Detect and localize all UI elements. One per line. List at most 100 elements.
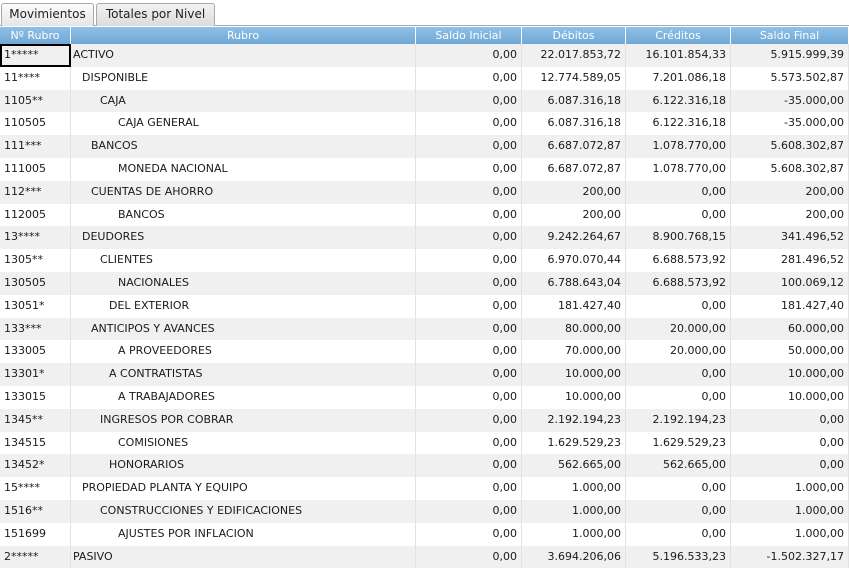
saldo-inicial-cell[interactable]: 0,00 <box>416 340 522 364</box>
table-row[interactable]: 111005 MONEDA NACIONAL 0,00 6.687.072,87 1.0… <box>0 157 849 181</box>
saldo-final-cell[interactable]: 50.000,00 <box>731 340 849 364</box>
debitos-cell[interactable]: 80.000,00 <box>522 317 626 341</box>
rubro-name-cell[interactable]: PROPIEDAD PLANTA Y EQUIPO <box>71 477 416 500</box>
tab-movimientos[interactable]: Movimientos <box>1 3 94 26</box>
debitos-cell[interactable]: 200,00 <box>522 203 626 227</box>
table-row[interactable]: 13452* HONORARIOS 0,00 562.665,00 562.665,00… <box>0 454 849 478</box>
rubro-code-cell[interactable]: 2***** <box>0 545 71 569</box>
rubro-code-cell[interactable]: 13051* <box>0 294 71 318</box>
debitos-cell[interactable]: 1.000,00 <box>522 499 626 523</box>
creditos-cell[interactable]: 0,00 <box>626 294 731 318</box>
creditos-cell[interactable]: 7.201.086,18 <box>626 66 731 90</box>
saldo-inicial-cell[interactable]: 0,00 <box>416 408 522 432</box>
debitos-cell[interactable]: 10.000,00 <box>522 385 626 409</box>
saldo-inicial-cell[interactable]: 0,00 <box>416 249 522 272</box>
column-header-creditos[interactable]: Créditos <box>626 27 731 44</box>
table-row[interactable]: 133*** ANTICIPOS Y AVANCES 0,00 80.000,00 20… <box>0 317 849 341</box>
debitos-cell[interactable]: 12.774.589,05 <box>522 66 626 90</box>
creditos-cell[interactable]: 1.078.770,00 <box>626 157 731 181</box>
column-header-rubro[interactable]: Rubro <box>71 27 416 44</box>
rubro-name-cell[interactable]: A PROVEEDORES <box>71 340 416 364</box>
table-row[interactable]: 134515 COMISIONES 0,00 1.629.529,23 1.629.52… <box>0 431 849 455</box>
table-row[interactable]: 112005 BANCOS 0,00 200,00 0,00 200,00 <box>0 203 849 227</box>
rubro-name-cell[interactable]: HONORARIOS <box>71 454 416 478</box>
rubro-name-cell[interactable]: NACIONALES <box>71 271 416 295</box>
rubro-code-cell[interactable]: 151699 <box>0 522 71 546</box>
saldo-final-cell[interactable]: 10.000,00 <box>731 363 849 386</box>
creditos-cell[interactable]: 1.078.770,00 <box>626 135 731 158</box>
table-row[interactable]: 111*** BANCOS 0,00 6.687.072,87 1.078.770,00… <box>0 135 849 158</box>
saldo-inicial-cell[interactable]: 0,00 <box>416 522 522 546</box>
table-row[interactable]: 13301* A CONTRATISTAS 0,00 10.000,00 0,00 10.… <box>0 363 849 386</box>
creditos-cell[interactable]: 20.000,00 <box>626 317 731 341</box>
saldo-inicial-cell[interactable]: 0,00 <box>416 180 522 204</box>
creditos-cell[interactable]: 20.000,00 <box>626 340 731 364</box>
table-row[interactable]: 151699 AJUSTES POR INFLACION 0,00 1.000,00 0… <box>0 522 849 546</box>
creditos-cell[interactable]: 0,00 <box>626 522 731 546</box>
saldo-final-cell[interactable]: -35.000,00 <box>731 112 849 136</box>
column-header-numero-rubro[interactable]: Nº Rubro <box>0 27 71 44</box>
debitos-cell[interactable]: 200,00 <box>522 180 626 204</box>
table-row[interactable]: 130505 NACIONALES 0,00 6.788.643,04 6.688.57… <box>0 271 849 295</box>
saldo-final-cell[interactable]: 1.000,00 <box>731 522 849 546</box>
rubro-name-cell[interactable]: BANCOS <box>71 203 416 227</box>
debitos-cell[interactable]: 6.087.316,18 <box>522 89 626 113</box>
table-row[interactable]: 1***** ACTIVO 0,00 22.017.853,72 16.101.854,… <box>0 44 849 67</box>
table-row[interactable]: 133015 A TRABAJADORES 0,00 10.000,00 0,00 10.… <box>0 385 849 409</box>
creditos-cell[interactable]: 562.665,00 <box>626 454 731 478</box>
creditos-cell[interactable]: 0,00 <box>626 477 731 500</box>
creditos-cell[interactable]: 2.192.194,23 <box>626 408 731 432</box>
rubro-code-cell[interactable]: 133015 <box>0 385 71 409</box>
table-row[interactable]: 133005 A PROVEEDORES 0,00 70.000,00 20.000,0… <box>0 340 849 364</box>
saldo-final-cell[interactable]: 200,00 <box>731 203 849 227</box>
debitos-cell[interactable]: 3.694.206,06 <box>522 545 626 569</box>
saldo-inicial-cell[interactable]: 0,00 <box>416 89 522 113</box>
saldo-final-cell[interactable]: 5.915.999,39 <box>731 44 849 67</box>
saldo-inicial-cell[interactable]: 0,00 <box>416 112 522 136</box>
creditos-cell[interactable]: 16.101.854,33 <box>626 44 731 67</box>
rubro-name-cell[interactable]: A CONTRATISTAS <box>71 363 416 386</box>
table-row[interactable]: 13**** DEUDORES 0,00 9.242.264,67 8.900.768,… <box>0 226 849 250</box>
rubro-name-cell[interactable]: CONSTRUCCIONES Y EDIFICACIONES <box>71 499 416 523</box>
rubro-code-cell[interactable]: 13**** <box>0 226 71 250</box>
rubro-code-cell[interactable]: 1345** <box>0 408 71 432</box>
saldo-inicial-cell[interactable]: 0,00 <box>416 477 522 500</box>
saldo-inicial-cell[interactable]: 0,00 <box>416 363 522 386</box>
rubro-name-cell[interactable]: ACTIVO <box>71 44 416 67</box>
rubro-code-cell[interactable]: 11**** <box>0 66 71 90</box>
rubro-code-cell[interactable]: 13452* <box>0 454 71 478</box>
table-row[interactable]: 112*** CUENTAS DE AHORRO 0,00 200,00 0,00 200… <box>0 180 849 204</box>
rubro-code-cell[interactable]: 133*** <box>0 317 71 341</box>
saldo-inicial-cell[interactable]: 0,00 <box>416 66 522 90</box>
rubro-name-cell[interactable]: COMISIONES <box>71 431 416 455</box>
saldo-inicial-cell[interactable]: 0,00 <box>416 454 522 478</box>
saldo-final-cell[interactable]: 1.000,00 <box>731 499 849 523</box>
creditos-cell[interactable]: 6.688.573,92 <box>626 271 731 295</box>
table-row[interactable]: 13051* DEL EXTERIOR 0,00 181.427,40 0,00 181.… <box>0 294 849 318</box>
saldo-final-cell[interactable]: -1.502.327,17 <box>731 545 849 569</box>
rubro-code-cell[interactable]: 1105** <box>0 89 71 113</box>
rubro-code-cell[interactable]: 130505 <box>0 271 71 295</box>
saldo-inicial-cell[interactable]: 0,00 <box>416 499 522 523</box>
rubro-code-cell[interactable]: 111005 <box>0 157 71 181</box>
rubro-code-cell[interactable]: 110505 <box>0 112 71 136</box>
debitos-cell[interactable]: 2.192.194,23 <box>522 408 626 432</box>
creditos-cell[interactable]: 0,00 <box>626 203 731 227</box>
saldo-final-cell[interactable]: 5.573.502,87 <box>731 66 849 90</box>
saldo-inicial-cell[interactable]: 0,00 <box>416 385 522 409</box>
saldo-inicial-cell[interactable]: 0,00 <box>416 226 522 250</box>
creditos-cell[interactable]: 0,00 <box>626 180 731 204</box>
saldo-inicial-cell[interactable]: 0,00 <box>416 135 522 158</box>
saldo-inicial-cell[interactable]: 0,00 <box>416 317 522 341</box>
rubro-name-cell[interactable]: CLIENTES <box>71 249 416 272</box>
saldo-final-cell[interactable]: 181.427,40 <box>731 294 849 318</box>
saldo-final-cell[interactable]: 281.496,52 <box>731 249 849 272</box>
rubro-code-cell[interactable]: 134515 <box>0 431 71 455</box>
table-row[interactable]: 11**** DISPONIBLE 0,00 12.774.589,05 7.201.0… <box>0 66 849 90</box>
saldo-inicial-cell[interactable]: 0,00 <box>416 271 522 295</box>
tab-totales-por-nivel[interactable]: Totales por Nivel <box>96 3 215 26</box>
column-header-saldo-final[interactable]: Saldo Final <box>731 27 849 44</box>
debitos-cell[interactable]: 10.000,00 <box>522 363 626 386</box>
saldo-inicial-cell[interactable]: 0,00 <box>416 44 522 67</box>
debitos-cell[interactable]: 1.000,00 <box>522 522 626 546</box>
